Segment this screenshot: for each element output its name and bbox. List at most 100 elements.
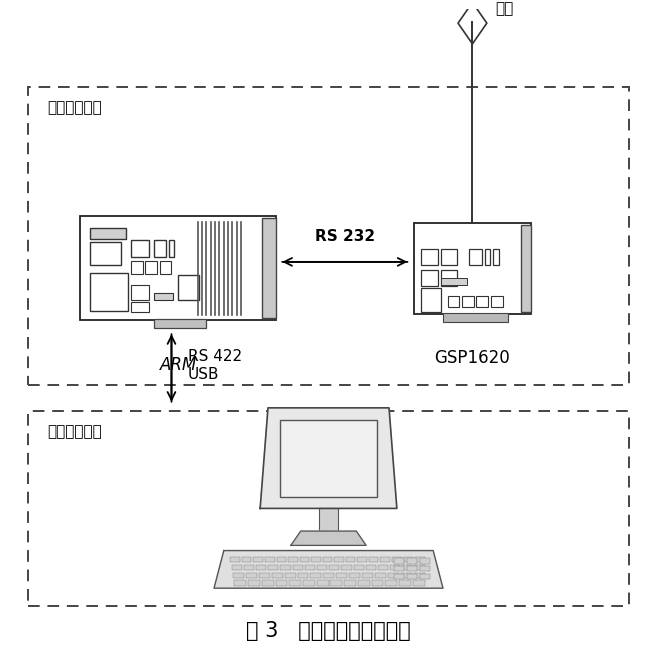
Bar — [420, 566, 430, 571]
Bar — [349, 573, 360, 578]
Bar — [394, 566, 404, 571]
Bar — [303, 581, 315, 586]
Bar — [447, 296, 459, 307]
Bar — [131, 241, 149, 257]
Bar — [292, 565, 303, 570]
Bar — [334, 557, 344, 562]
Bar — [390, 565, 400, 570]
Bar — [468, 249, 482, 265]
Text: 天线: 天线 — [495, 1, 514, 16]
Bar — [394, 574, 404, 579]
Text: GSP1620: GSP1620 — [434, 349, 510, 368]
Bar — [476, 296, 488, 307]
Bar — [256, 565, 266, 570]
Bar — [277, 557, 286, 562]
Bar — [491, 296, 503, 307]
Bar — [288, 557, 298, 562]
Bar — [280, 420, 377, 497]
Bar — [378, 565, 388, 570]
Bar — [261, 581, 273, 586]
Bar — [323, 557, 332, 562]
Polygon shape — [260, 408, 397, 508]
Bar — [421, 270, 438, 286]
Bar — [178, 275, 199, 300]
Bar — [336, 573, 347, 578]
Bar — [254, 557, 263, 562]
Bar — [145, 260, 157, 273]
Bar — [401, 573, 412, 578]
Bar — [386, 581, 397, 586]
Bar — [403, 557, 413, 562]
Bar — [90, 273, 127, 310]
Bar — [443, 313, 508, 322]
Bar — [284, 573, 296, 578]
Bar — [346, 557, 355, 562]
Bar — [242, 557, 252, 562]
Bar — [521, 225, 532, 312]
Bar — [317, 565, 327, 570]
Bar — [319, 508, 338, 531]
Bar — [235, 581, 246, 586]
Bar — [414, 573, 424, 578]
Bar — [169, 241, 174, 257]
Bar — [231, 557, 240, 562]
Bar — [248, 581, 260, 586]
Bar — [311, 573, 321, 578]
Bar — [413, 581, 424, 586]
Bar — [415, 557, 424, 562]
Bar — [402, 565, 413, 570]
Bar — [441, 270, 457, 286]
Bar — [261, 218, 276, 318]
Bar — [441, 249, 457, 265]
Bar — [311, 557, 321, 562]
Bar — [28, 411, 629, 606]
Text: USB: USB — [188, 367, 219, 382]
Bar — [244, 565, 254, 570]
Bar — [353, 565, 364, 570]
Text: RS 232: RS 232 — [315, 229, 375, 244]
Bar — [421, 288, 441, 312]
Bar — [366, 565, 376, 570]
Bar — [90, 243, 121, 265]
Bar — [281, 565, 290, 570]
Bar — [272, 573, 283, 578]
Bar — [413, 223, 532, 314]
Bar — [394, 558, 404, 563]
Bar — [407, 574, 417, 579]
Bar — [441, 278, 467, 285]
Bar — [380, 557, 390, 562]
Bar — [462, 296, 474, 307]
Text: 图 3   地面通信设备结构图: 图 3 地面通信设备结构图 — [246, 621, 411, 641]
Text: ARM: ARM — [160, 356, 196, 374]
Bar — [388, 573, 399, 578]
Bar — [300, 557, 309, 562]
Bar — [233, 573, 244, 578]
Bar — [485, 249, 490, 265]
Bar — [323, 573, 334, 578]
Bar — [329, 565, 340, 570]
Bar — [357, 557, 367, 562]
Bar — [330, 581, 342, 586]
Bar — [131, 302, 149, 312]
Bar — [28, 87, 629, 385]
Bar — [298, 573, 309, 578]
Bar — [407, 566, 417, 571]
Text: 地面通信设备: 地面通信设备 — [47, 100, 102, 115]
Bar — [372, 581, 384, 586]
Bar — [375, 573, 386, 578]
Bar — [362, 573, 373, 578]
Bar — [305, 565, 315, 570]
Bar — [493, 249, 499, 265]
Bar — [289, 581, 301, 586]
Bar — [265, 557, 275, 562]
Bar — [268, 565, 279, 570]
Bar — [154, 293, 173, 300]
Polygon shape — [214, 550, 443, 588]
Bar — [275, 581, 287, 586]
Bar — [342, 565, 351, 570]
Bar — [259, 573, 270, 578]
Bar — [415, 565, 424, 570]
Bar — [358, 581, 370, 586]
Bar — [399, 581, 411, 586]
Bar — [344, 581, 356, 586]
